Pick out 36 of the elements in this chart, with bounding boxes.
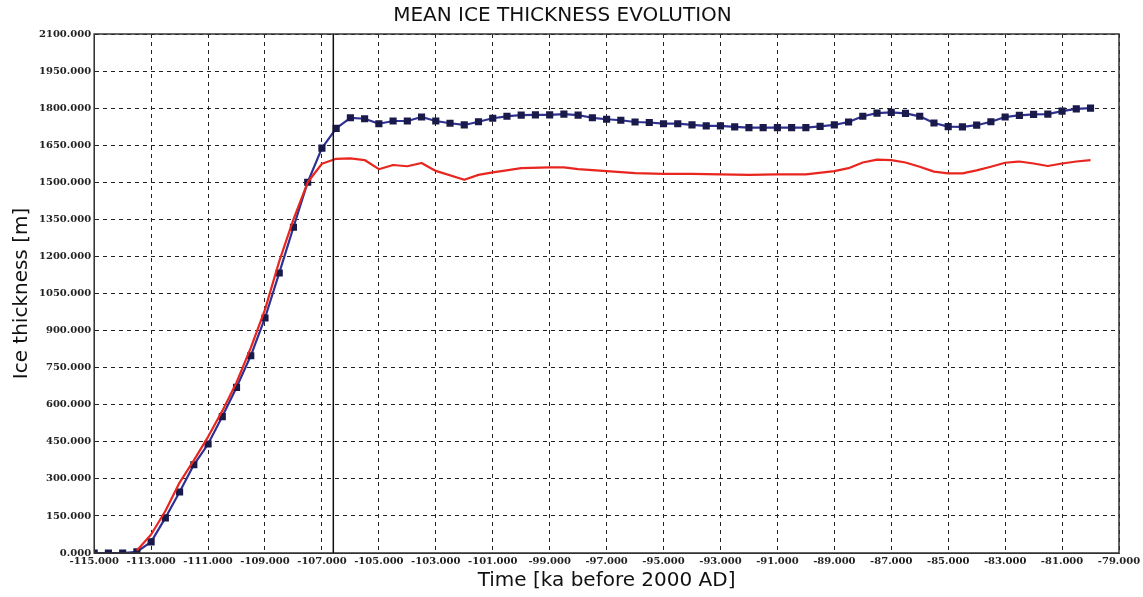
x-tick-label: -81.000 [1040, 554, 1084, 566]
x-tick-label: -103.000 [411, 554, 461, 566]
chart-title: MEAN ICE THICKNESS EVOLUTION [393, 2, 732, 27]
x-tick-label: -95.000 [642, 554, 685, 566]
x-tick-label: -91.000 [756, 554, 799, 566]
x-tick-label: -107.000 [297, 554, 347, 566]
y-tick-label: 1350.000 [39, 212, 92, 224]
y-tick-label: 600.000 [45, 398, 92, 410]
x-tick-label: -99.000 [528, 554, 571, 566]
y-axis-title: Ice thickness [m] [8, 207, 33, 380]
x-tick-label: -97.000 [585, 554, 628, 566]
y-tick-label: 900.000 [45, 324, 92, 336]
y-tick-label: 750.000 [45, 361, 92, 373]
y-tick-label: 1500.000 [39, 175, 92, 187]
x-tick-label: -83.000 [983, 554, 1027, 566]
x-tick-label: -105.000 [354, 554, 404, 566]
x-tick-label: -89.000 [813, 554, 856, 566]
y-tick-label: 1200.000 [39, 250, 92, 262]
x-tick-label: -93.000 [699, 554, 742, 566]
x-tick-label: -87.000 [870, 554, 913, 566]
y-tick-label: 300.000 [45, 472, 92, 484]
y-tick-label: 2100.000 [39, 27, 92, 39]
y-tick-label: 0.000 [59, 546, 92, 558]
y-tick-label: 450.000 [45, 435, 92, 447]
y-tick-label: 150.000 [45, 509, 92, 521]
y-tick-label: 1650.000 [39, 138, 92, 150]
x-tick-label: -101.000 [468, 554, 518, 566]
x-tick-label: -111.000 [183, 554, 233, 566]
x-tick-label: -79.000 [1097, 554, 1141, 566]
x-axis-title: Time [ka before 2000 AD] [476, 567, 736, 592]
x-tick-label: -109.000 [240, 554, 290, 566]
x-tick-label: -113.000 [126, 554, 176, 566]
y-tick-label: 1950.000 [39, 64, 92, 76]
y-tick-label: 1800.000 [39, 101, 92, 113]
y-tick-label: 1050.000 [39, 287, 92, 299]
x-tick-label: -85.000 [926, 554, 970, 566]
